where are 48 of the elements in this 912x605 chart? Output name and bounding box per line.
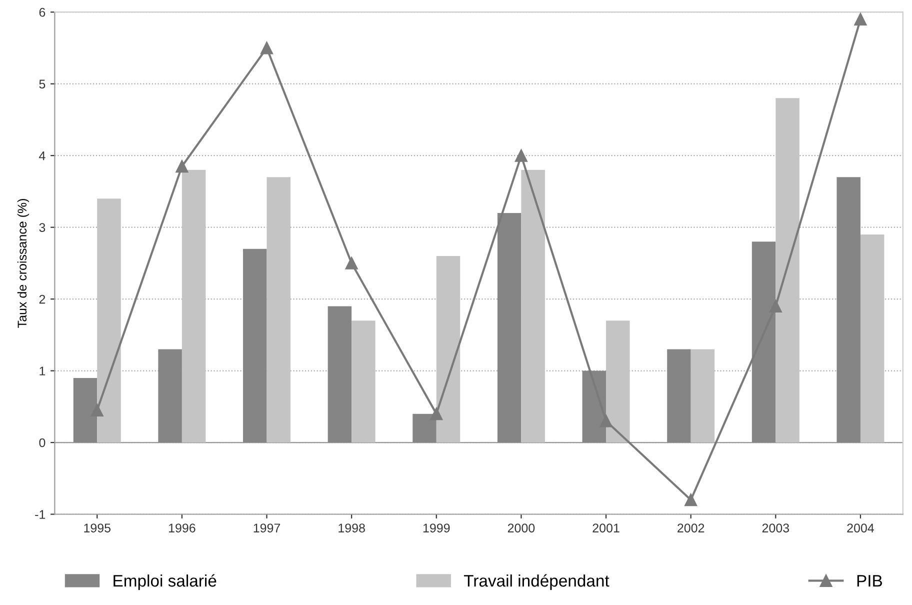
x-tick-label: 2004 xyxy=(847,524,874,532)
bar xyxy=(158,349,182,443)
bar xyxy=(521,170,545,443)
x-tick-label: 1996 xyxy=(168,524,196,532)
bar xyxy=(776,98,800,443)
bar xyxy=(97,198,121,443)
x-tick-label: 1998 xyxy=(338,524,365,532)
x-tick-label: 2002 xyxy=(678,524,704,532)
y-tick-label: 0 xyxy=(39,438,46,448)
bar xyxy=(352,320,376,443)
point xyxy=(430,408,443,420)
legend-label: Travail indépendant xyxy=(464,574,610,590)
point xyxy=(854,13,867,26)
bar xyxy=(606,320,630,443)
point xyxy=(345,256,358,270)
bar xyxy=(860,234,884,443)
bar xyxy=(497,212,522,443)
bar xyxy=(182,170,206,443)
bar xyxy=(690,349,715,443)
legend-label: Emploi salarié xyxy=(114,574,216,590)
point xyxy=(176,160,188,173)
y-tick-label: 2 xyxy=(39,294,46,304)
y-tick-label: 1 xyxy=(40,366,46,376)
point xyxy=(260,42,274,54)
bar xyxy=(436,256,460,443)
x-tick-label: 1997 xyxy=(254,524,280,532)
point xyxy=(684,494,698,506)
legend-label: PIB xyxy=(857,575,882,587)
y-tick-label: 5 xyxy=(39,80,46,88)
bar xyxy=(836,177,860,443)
x-tick-label: 1999 xyxy=(423,524,450,532)
bar xyxy=(328,306,352,443)
y-axis-title: Taux de croissance (%) xyxy=(17,198,30,328)
bar xyxy=(243,248,267,443)
y-tick-label: -1 xyxy=(35,510,46,519)
x-tick-label: 2000 xyxy=(508,524,535,532)
x-tick-label: 1995 xyxy=(84,524,111,532)
x-tick-label: 2001 xyxy=(592,524,620,532)
y-tick-label: 3 xyxy=(39,223,46,232)
point xyxy=(600,414,612,428)
point xyxy=(90,404,104,416)
point xyxy=(514,149,528,162)
y-tick-label: 6 xyxy=(39,8,46,17)
point xyxy=(769,300,782,312)
x-tick-label: 2003 xyxy=(762,524,790,532)
y-tick-label: 4 xyxy=(39,152,46,160)
bar xyxy=(667,349,691,443)
bar xyxy=(266,177,291,443)
